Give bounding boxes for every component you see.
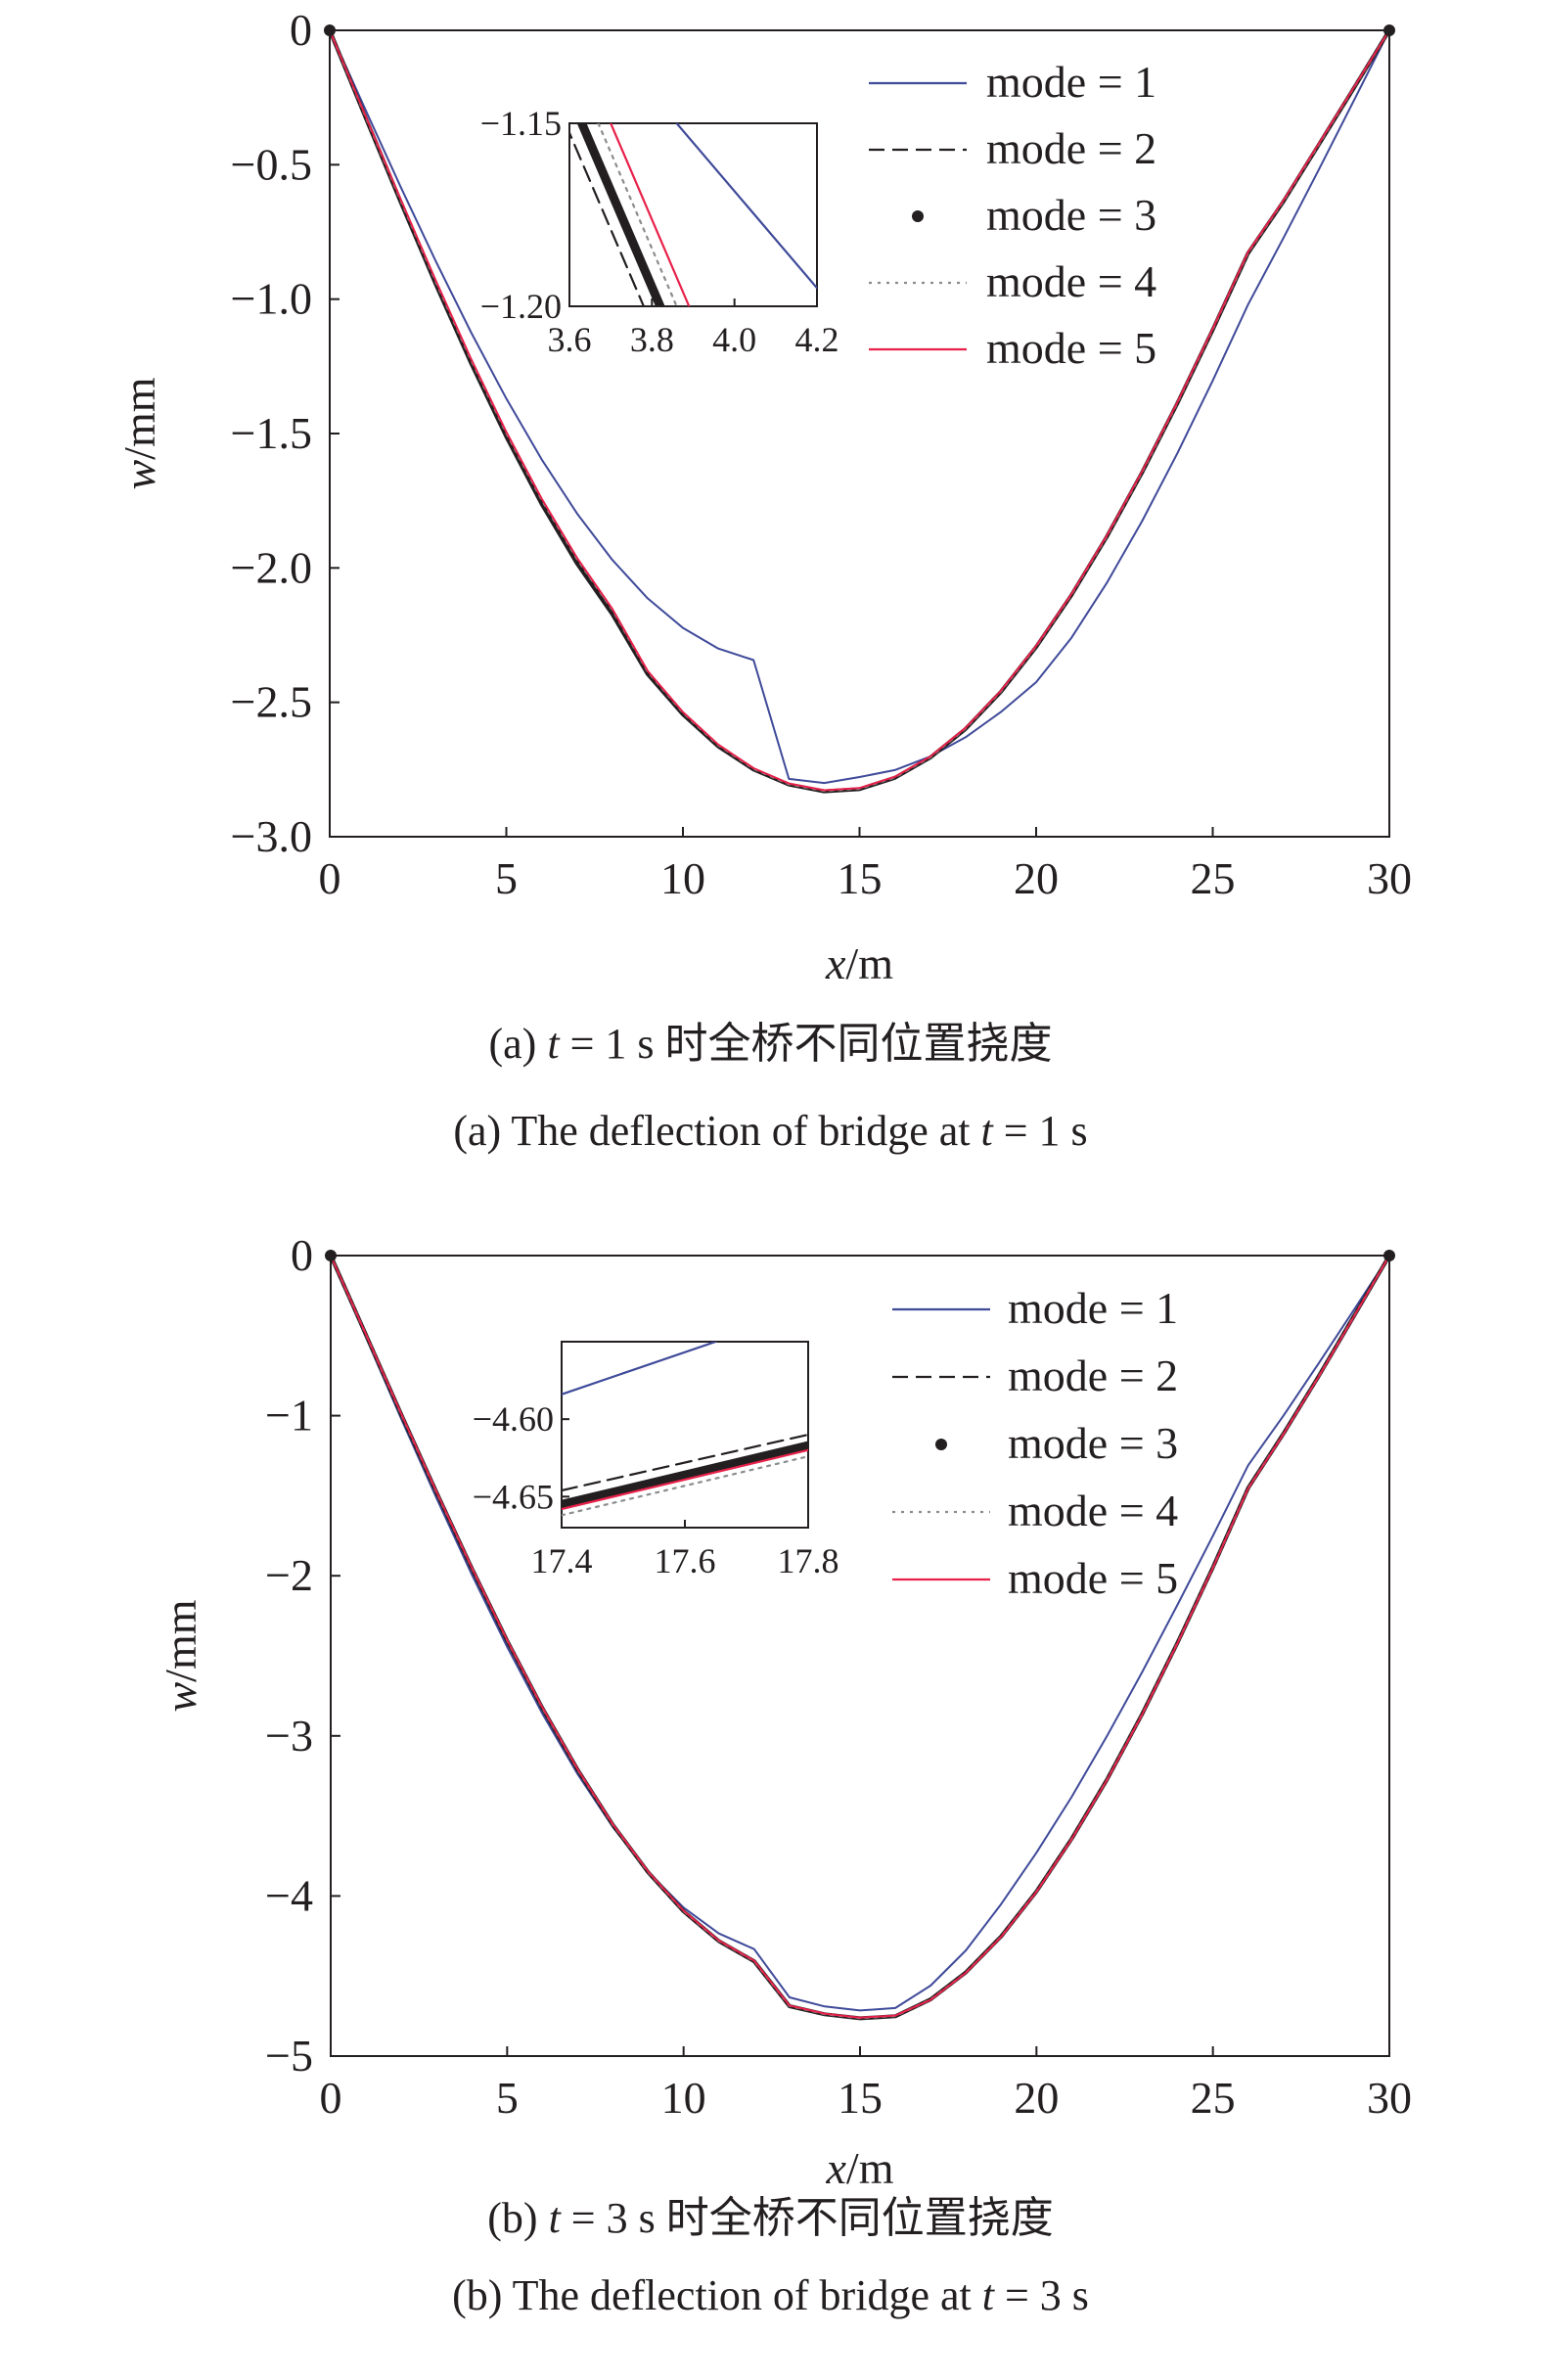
inset-line-mode-5 bbox=[562, 1448, 808, 1511]
inset-line-mode-1 bbox=[562, 1342, 717, 1396]
x-tick-label: 5 bbox=[496, 2073, 519, 2123]
legend-label-mode-2: mode = 2 bbox=[1008, 1350, 1178, 1400]
legend-label-mode-4: mode = 4 bbox=[986, 256, 1156, 306]
x-axis-label-unit: /m bbox=[845, 938, 893, 988]
y-axis-label-unit: /mm bbox=[114, 377, 164, 460]
x-tick-label: 5 bbox=[495, 853, 518, 903]
series-line-mode-4 bbox=[329, 1254, 1391, 2020]
x-tick-label: 20 bbox=[1014, 853, 1059, 903]
caption-b-en: (b) The deflection of bridge at t = 3 s bbox=[452, 2271, 1089, 2319]
y-tick-label: −0.5 bbox=[231, 139, 312, 189]
x-tick-label: 10 bbox=[660, 853, 705, 903]
chart-b-svg: 0 5 10 15 20 25 30 0 −1 −2 −3 −4 −5 x/m w/mm mode = 1 mo… bbox=[156, 1230, 1412, 2193]
legend-label-mode-1: mode = 1 bbox=[1008, 1283, 1178, 1333]
series-line-mode-4 bbox=[328, 28, 1391, 793]
inset-line-mode-4 bbox=[597, 123, 678, 306]
series-line-mode-5 bbox=[329, 29, 1390, 792]
caption-b-zh: (b) t = 3 s 时全桥不同位置挠度 bbox=[487, 2194, 1054, 2242]
inset-line-mode-2 bbox=[562, 1433, 808, 1492]
series-line-mode-3 bbox=[328, 28, 1391, 794]
series-endpoint-marker bbox=[325, 1250, 337, 1261]
series-endpoint-marker bbox=[1383, 1250, 1395, 1261]
caption-a-en: (a) The deflection of bridge at t = 1 s bbox=[453, 1107, 1088, 1155]
series-line-mode-2 bbox=[330, 1255, 1390, 2020]
inset-x-tick-label: 17.8 bbox=[778, 1541, 839, 1580]
legend-label-mode-3: mode = 3 bbox=[1008, 1418, 1178, 1468]
legend-marker-mode-3 bbox=[935, 1439, 947, 1450]
y-tick-label: −5 bbox=[265, 2031, 313, 2081]
inset-x-tick-label: 17.6 bbox=[655, 1541, 716, 1580]
x-axis-label-var: x bbox=[825, 938, 846, 988]
inset-line-mode-3 bbox=[577, 123, 665, 306]
y-axis-label: w/mm bbox=[114, 377, 164, 489]
inset-line-mode-4 bbox=[562, 1455, 808, 1517]
y-axis-label-unit: /mm bbox=[156, 1599, 205, 1682]
legend-label-mode-4: mode = 4 bbox=[1008, 1486, 1178, 1535]
series-line-mode-2 bbox=[329, 29, 1390, 793]
x-axis-label: x/m bbox=[825, 938, 893, 988]
y-tick-label: −3.0 bbox=[231, 811, 312, 861]
legend-label-mode-3: mode = 3 bbox=[986, 190, 1156, 240]
inset-series-group bbox=[569, 123, 817, 306]
y-tick-label: 0 bbox=[291, 1230, 313, 1280]
inset-x-tick-label: 4.0 bbox=[712, 320, 756, 359]
y-tick-label: −1 bbox=[265, 1391, 313, 1441]
legend-label-mode-5: mode = 5 bbox=[986, 323, 1156, 373]
plot-frame bbox=[329, 29, 1390, 838]
x-axis-label-unit: /m bbox=[846, 2143, 894, 2193]
y-tick-label: −2.0 bbox=[231, 542, 312, 592]
y-axis-label-var: w bbox=[114, 460, 164, 490]
x-tick-label: 15 bbox=[838, 2073, 883, 2123]
series-endpoint-marker bbox=[1383, 24, 1395, 36]
series-line-mode-5 bbox=[330, 1255, 1390, 2019]
inset-series-group bbox=[562, 1342, 808, 1517]
inset-line-mode-3 bbox=[562, 1441, 808, 1509]
chart-panel-a: 0 5 10 15 20 25 30 0 −0.5 −1.0 −1.5 −2.0 −2.5 −3.0 x/m… bbox=[114, 5, 1412, 1155]
inset-y-tick-label: −4.60 bbox=[473, 1399, 554, 1439]
y-tick-label: −3 bbox=[265, 1711, 313, 1761]
series-line-mode-3 bbox=[329, 1254, 1391, 2021]
inset-x-tick-label: 3.8 bbox=[630, 320, 674, 359]
inset-line-mode-2 bbox=[569, 130, 646, 306]
series-endpoint-marker bbox=[324, 24, 336, 36]
legend-label-mode-5: mode = 5 bbox=[1008, 1553, 1178, 1603]
x-tick-label: 25 bbox=[1191, 2073, 1236, 2123]
x-axis-label-var: x bbox=[826, 2143, 847, 2193]
caption-a-zh: (a) t = 1 s 时全桥不同位置挠度 bbox=[488, 1020, 1053, 1068]
inset-y-tick-label: −1.20 bbox=[480, 287, 562, 326]
y-tick-label: 0 bbox=[290, 5, 312, 55]
y-tick-label: −2 bbox=[265, 1550, 313, 1600]
x-tick-label: 0 bbox=[320, 2073, 342, 2123]
plot-frame bbox=[330, 1255, 1390, 2057]
inset-x-tick-label: 4.2 bbox=[795, 320, 839, 359]
x-tick-label: 30 bbox=[1367, 853, 1412, 903]
y-tick-label: −2.5 bbox=[231, 677, 312, 727]
x-tick-label: 10 bbox=[661, 2073, 706, 2123]
inset-frame bbox=[568, 122, 818, 307]
chart-panel-b: 0 5 10 15 20 25 30 0 −1 −2 −3 −4 −5 x/m w/mm mode = 1 mo… bbox=[0, 1190, 1541, 2380]
y-tick-label: −1.0 bbox=[231, 274, 312, 324]
legend-label-mode-1: mode = 1 bbox=[986, 57, 1156, 107]
inset-y-tick-label: −1.15 bbox=[480, 104, 562, 143]
y-axis-label-var: w bbox=[156, 1682, 205, 1713]
y-tick-label: −4 bbox=[265, 1870, 313, 1920]
x-axis-label: x/m bbox=[826, 2143, 894, 2193]
x-tick-label: 0 bbox=[319, 853, 341, 903]
y-axis-label: w/mm bbox=[156, 1599, 205, 1712]
x-tick-label: 15 bbox=[838, 853, 883, 903]
series-line-mode-1 bbox=[329, 29, 1390, 785]
x-tick-label: 20 bbox=[1014, 2073, 1059, 2123]
inset-y-tick-label: −4.65 bbox=[473, 1477, 554, 1516]
x-tick-label: 25 bbox=[1191, 853, 1236, 903]
series-line-mode-1 bbox=[330, 1255, 1390, 2012]
chart-a-svg: 0 5 10 15 20 25 30 0 −0.5 −1.0 −1.5 −2.0 −2.5 −3.0 x/m… bbox=[114, 5, 1412, 988]
inset-x-tick-label: 17.4 bbox=[531, 1541, 593, 1580]
legend-marker-mode-3 bbox=[912, 210, 924, 222]
inset-line-mode-1 bbox=[675, 123, 817, 290]
inset-x-tick-label: 3.6 bbox=[548, 320, 592, 359]
legend-label-mode-2: mode = 2 bbox=[986, 123, 1156, 173]
y-tick-label: −1.5 bbox=[231, 408, 312, 458]
inset-line-mode-5 bbox=[610, 123, 691, 306]
x-tick-label: 30 bbox=[1367, 2073, 1412, 2123]
